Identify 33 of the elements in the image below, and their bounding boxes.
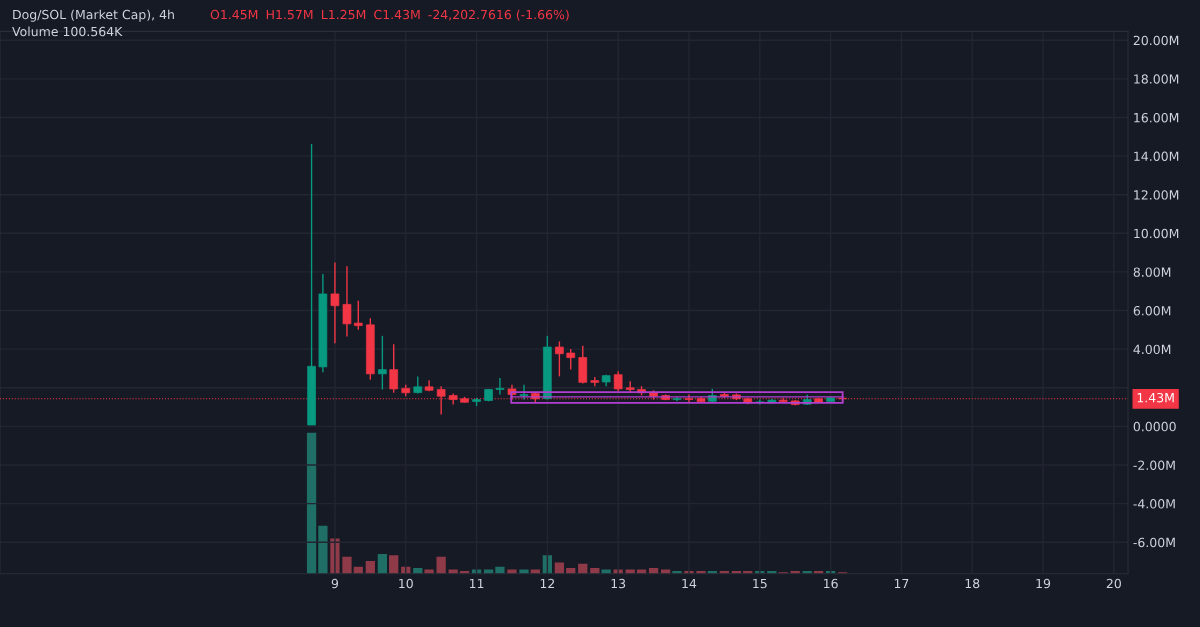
y-tick-label: -4.00M xyxy=(1133,499,1175,509)
y-tick-label: -2.00M xyxy=(1133,460,1175,470)
text: L1.25M xyxy=(322,9,366,20)
y-tick-label: -6.00M xyxy=(1133,537,1175,548)
text: H1.57M xyxy=(266,10,313,20)
x-tick-label: 11 xyxy=(469,578,484,589)
chart-title: Dog/SOL (Market Cap), 4h xyxy=(13,9,174,22)
y-tick-label: 8.00M xyxy=(1133,267,1171,277)
x-tick-label: 19 xyxy=(1036,578,1051,589)
x-tick-label: 10 xyxy=(399,578,413,589)
y-tick-label: 6.00M xyxy=(1133,306,1171,316)
ref-line-label: 1.43M xyxy=(1137,392,1174,403)
y-tick-label: 18.00M xyxy=(1134,74,1179,84)
y-tick-label: 12.00M xyxy=(1134,190,1179,200)
annotation: Volume 100.564K xyxy=(12,26,123,37)
text: O1.45M xyxy=(210,9,258,20)
y-tick-label: 10.00M xyxy=(1134,228,1179,239)
x-tick-label: 18 xyxy=(965,578,980,589)
y-tick-label: 20.00M xyxy=(1133,35,1179,46)
y-tick-label: 14.00M xyxy=(1134,151,1179,161)
y-tick-label: 0.0000 xyxy=(1133,421,1176,432)
x-tick-label: 12 xyxy=(540,578,555,589)
x-tick-label: 20 xyxy=(1106,578,1121,589)
y-tick-label: 4.00M xyxy=(1133,344,1171,355)
text: -24,202.7616 (-1.66%) xyxy=(428,9,569,21)
x-tick-label: 9 xyxy=(331,578,339,589)
x-tick-label: 15 xyxy=(753,578,767,589)
x-tick-label: 14 xyxy=(682,578,697,589)
y-tick-label: 16.00M xyxy=(1134,112,1179,123)
text: C1.43M xyxy=(374,9,420,20)
x-tick-label: 17 xyxy=(894,578,909,589)
x-tick-label: 16 xyxy=(824,578,838,589)
x-tick-label: 13 xyxy=(611,578,626,589)
